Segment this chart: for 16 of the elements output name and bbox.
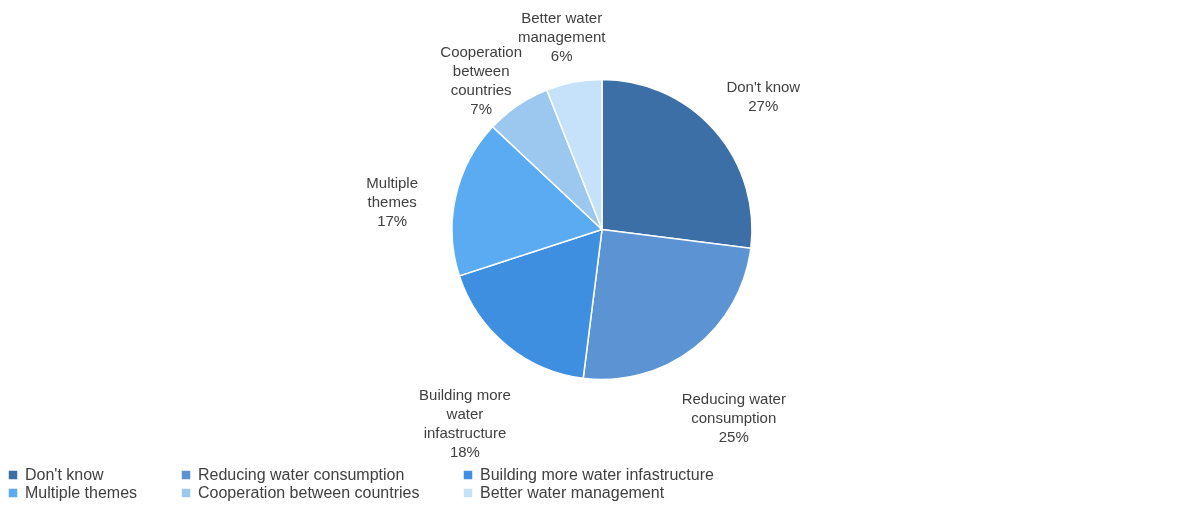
legend-label: Reducing water consumption [198, 466, 405, 483]
data-label: 7% [470, 99, 492, 117]
legend-label: Don't know [25, 466, 105, 483]
legend-label: Multiple themes [25, 484, 138, 501]
data-label: 6% [550, 47, 573, 65]
data-label: 17% [377, 211, 408, 229]
data-label: 18% [449, 443, 480, 461]
slice-label: Reducing water consumption [681, 390, 786, 427]
legend-label: Building more water infastructure [480, 466, 714, 483]
slice-label: Building more water infastructure [419, 386, 511, 442]
slice-label: Multiple themes [366, 173, 419, 210]
legend-label: Cooperation between countries [198, 484, 420, 501]
slice-label: Don't know [726, 78, 801, 96]
data-label: 25% [718, 428, 749, 446]
data-label: 27% [748, 97, 779, 115]
legend-label: Better water management [480, 484, 665, 501]
